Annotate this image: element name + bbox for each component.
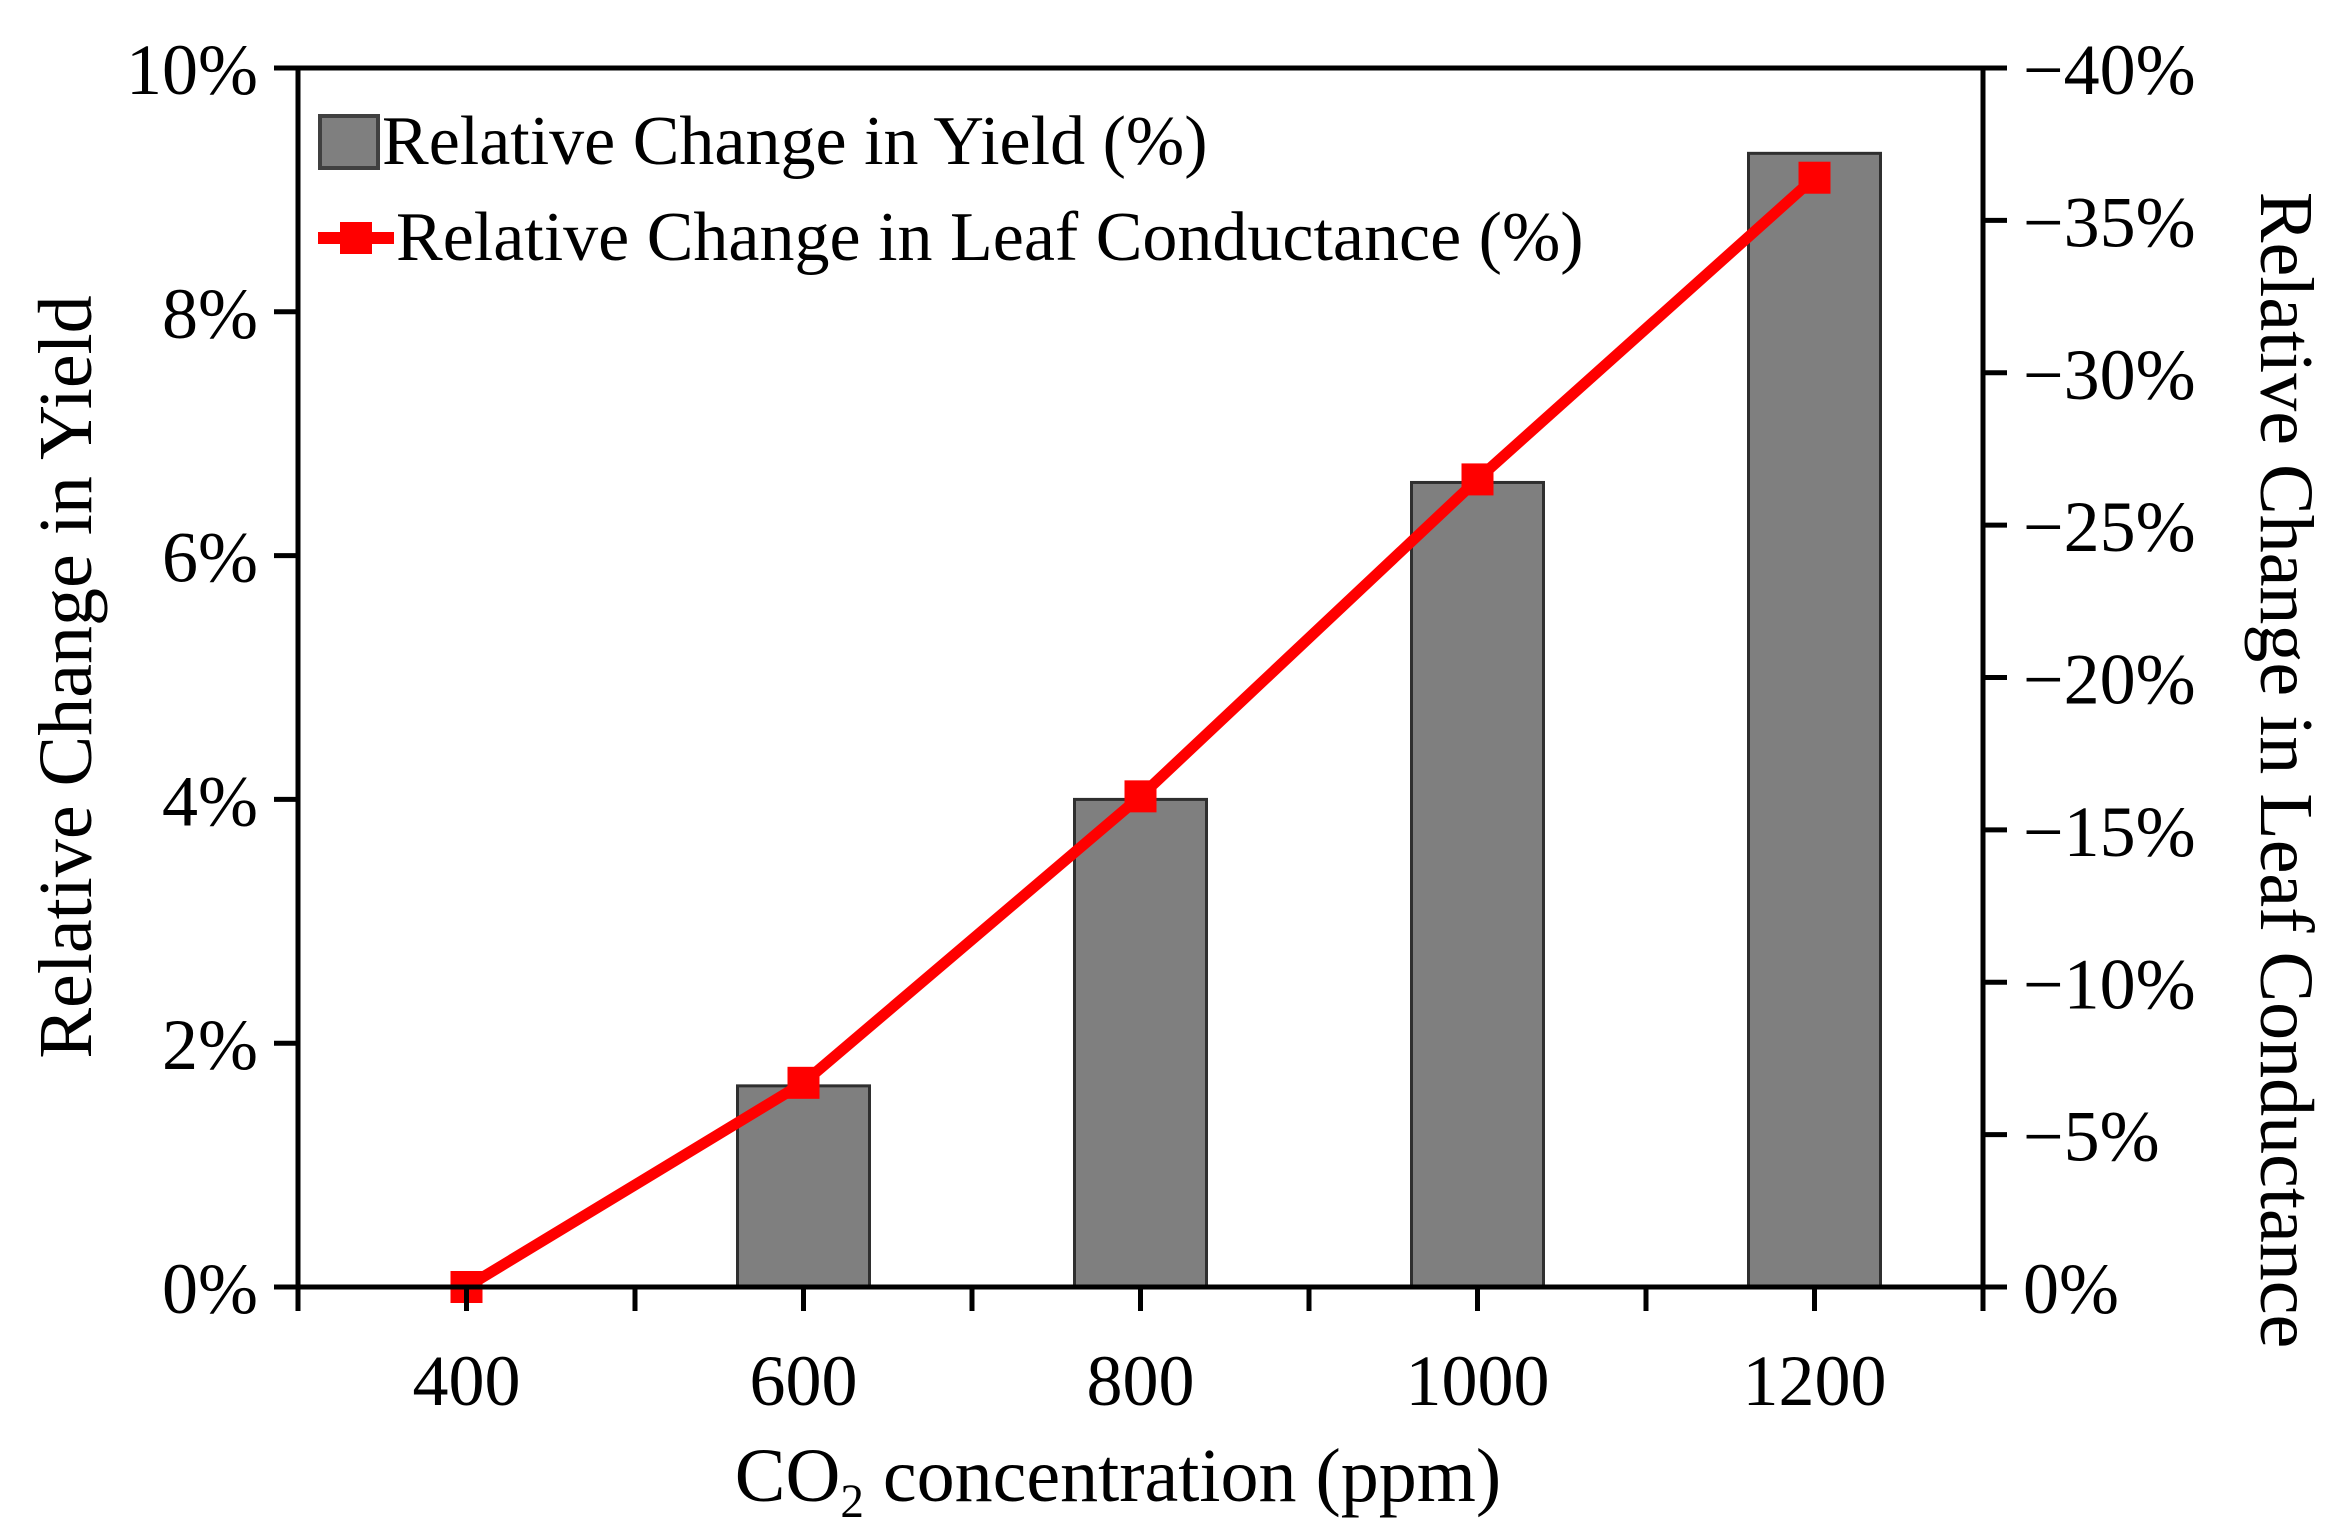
x-tick-label: 600	[750, 1341, 858, 1421]
x-tick-label: 1200	[1743, 1341, 1887, 1421]
line-layer	[450, 161, 1831, 1303]
left-tick-label: 2%	[162, 1005, 258, 1085]
right-tick-label: −10%	[2023, 944, 2196, 1024]
bar-600	[736, 1084, 871, 1289]
bars-layer	[736, 151, 1882, 1289]
right-tick-label: −20%	[2023, 640, 2196, 720]
legend-item-conductance: Relative Change in Leaf Conductance (%)	[318, 200, 1584, 276]
x-axis-title: CO2 concentration (ppm)	[735, 1438, 1501, 1526]
axes-layer	[274, 65, 2007, 1311]
x-axis-title-prefix: CO	[734, 1433, 841, 1518]
legend-label-yield: Relative Change in Yield (%)	[382, 103, 1208, 180]
legend-item-yield: Relative Change in Yield (%)	[318, 104, 1584, 180]
line-marker-1200	[1798, 161, 1831, 194]
line-marker-swatch-icon	[318, 210, 394, 266]
tick-labels-layer: 400 600 800 1000 1200 0% 2% 4% 6% 8% 10% 0% −5% −10% −…	[126, 30, 2196, 1421]
x-tick-label: 400	[413, 1341, 521, 1421]
right-axis-title: Relative Change in Leaf Conductance	[2244, 191, 2328, 1349]
left-tick-label: 4%	[162, 761, 258, 841]
right-tick-label: −25%	[2023, 487, 2196, 567]
left-axis-title: Relative Change in Yield	[24, 295, 108, 1059]
line-marker-1000	[1461, 463, 1494, 496]
right-tick-label: −35%	[2023, 182, 2196, 262]
left-tick-label: 6%	[162, 518, 258, 598]
bar-swatch-icon	[318, 114, 380, 170]
right-tick-label: 0%	[2023, 1249, 2119, 1329]
line-swatch-marker	[340, 222, 372, 254]
right-tick-label: −5%	[2023, 1097, 2160, 1177]
left-tick-label: 0%	[162, 1249, 258, 1329]
bar-1000	[1410, 480, 1545, 1289]
right-tick-label: −30%	[2023, 335, 2196, 415]
line-marker-600	[787, 1066, 820, 1099]
x-axis-title-subscript: 2	[840, 1476, 864, 1529]
line-marker-800	[1124, 780, 1157, 813]
legend-label-conductance: Relative Change in Leaf Conductance (%)	[396, 199, 1584, 276]
right-tick-label: −40%	[2023, 30, 2196, 110]
x-axis-title-suffix: concentration (ppm)	[863, 1433, 1502, 1518]
x-tick-label: 800	[1087, 1341, 1195, 1421]
legend: Relative Change in Yield (%) Relative Ch…	[318, 104, 1584, 296]
left-tick-label: 10%	[126, 30, 258, 110]
x-tick-label: 1000	[1406, 1341, 1550, 1421]
right-tick-label: −15%	[2023, 792, 2196, 872]
left-tick-label: 8%	[162, 274, 258, 354]
bar-800	[1073, 797, 1208, 1289]
bar-1200	[1747, 151, 1882, 1289]
